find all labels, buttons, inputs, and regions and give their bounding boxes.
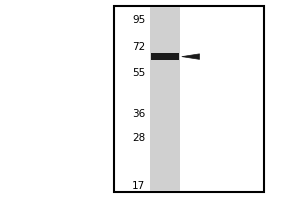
Bar xyxy=(150,7,180,191)
Text: 28: 28 xyxy=(132,133,146,143)
Bar xyxy=(114,6,264,192)
Text: 55: 55 xyxy=(132,68,146,78)
Text: 72: 72 xyxy=(132,42,146,52)
Text: 95: 95 xyxy=(132,15,146,25)
Text: 36: 36 xyxy=(132,109,146,119)
Polygon shape xyxy=(182,54,200,59)
Bar xyxy=(151,53,179,60)
Text: 17: 17 xyxy=(132,181,146,191)
